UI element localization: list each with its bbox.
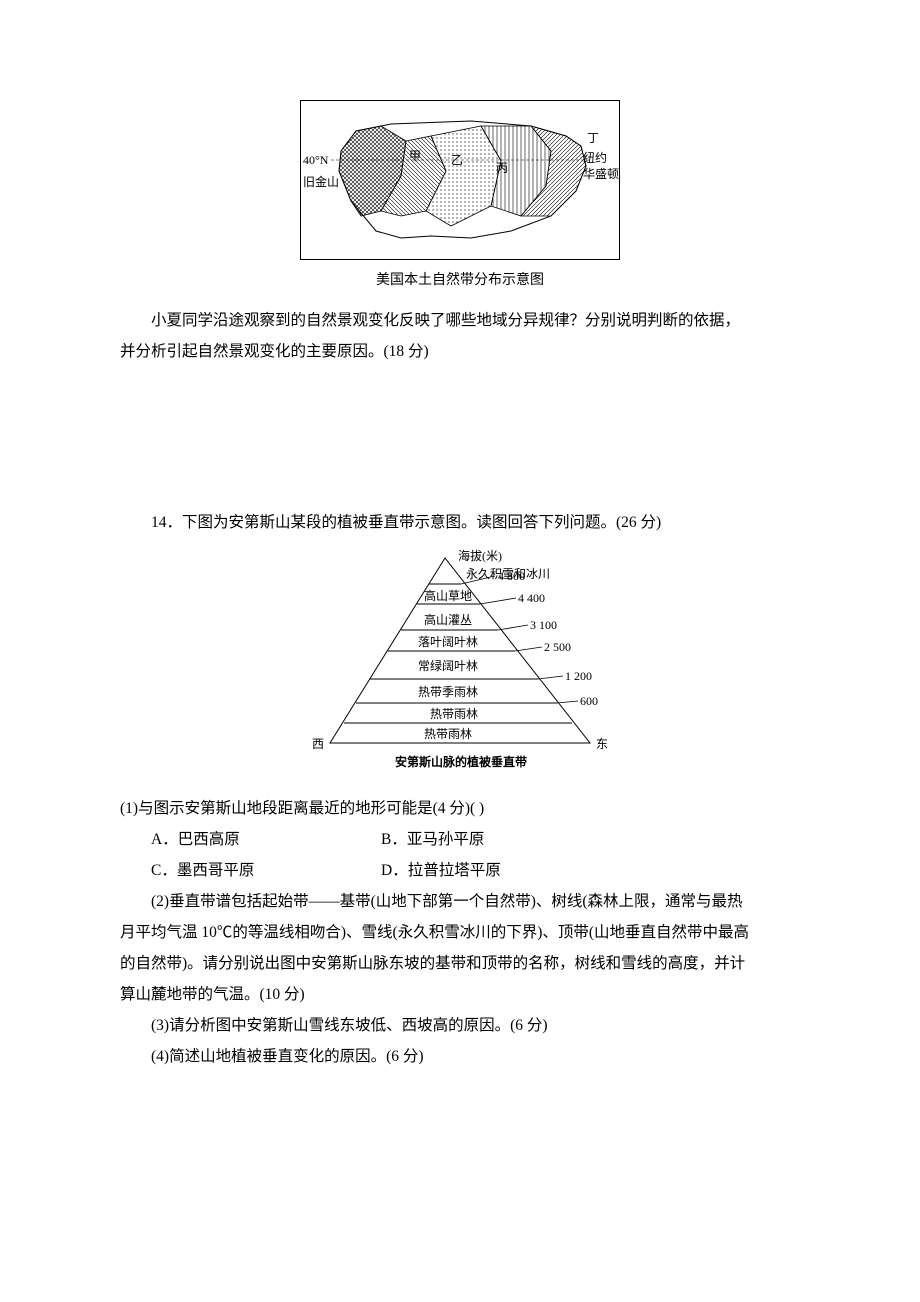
us-map-box: 40°N 旧金山 甲 乙 丙 丁 纽约 华盛顿: [300, 100, 620, 260]
band-6b: 热带雨林: [424, 727, 472, 741]
q14-sub2-l4: 算山麓地带的气温。(10 分): [120, 979, 800, 1010]
us-map-svg: [331, 116, 591, 246]
label-bing: 丙: [496, 159, 508, 176]
pyramid-svg: 海拔(米) 永久积雪和冰川 4 800 高山草地 4 400 高山灌丛 3 10…: [270, 548, 650, 778]
band-1-alt: 4 400: [518, 591, 545, 605]
label-sf: 旧金山: [303, 173, 339, 190]
pyramid-east: 东: [596, 737, 608, 751]
label-ding: 丁: [587, 129, 599, 146]
q14-stem: 14．下图为安第斯山某段的植被垂直带示意图。读图回答下列问题。(26 分): [120, 507, 800, 538]
pyramid-figure: 海拔(米) 永久积雪和冰川 4 800 高山草地 4 400 高山灌丛 3 10…: [120, 548, 800, 783]
q14-sub4: (4)简述山地植被垂直变化的原因。(6 分): [120, 1041, 800, 1072]
band-3-name: 落叶阔叶林: [418, 635, 478, 649]
band-0-alt: 4 800: [498, 569, 525, 583]
band-2-alt: 3 100: [530, 618, 557, 632]
option-c: C．墨西哥平原: [120, 855, 350, 886]
band-5-alt: 600: [580, 694, 598, 708]
option-b: B．亚马孙平原: [350, 824, 800, 855]
q14-sub1: (1)与图示安第斯山地段距离最近的地形可能是(4 分)( ): [120, 793, 800, 824]
band-6a: 热带雨林: [430, 707, 478, 721]
q13-text-line1: 小夏同学沿途观察到的自然景观变化反映了哪些地域分异规律？分别说明判断的依据，: [120, 305, 800, 336]
answer-space: [120, 367, 800, 507]
label-jia: 甲: [409, 147, 421, 164]
options-row-2: C．墨西哥平原 D．拉普拉塔平原: [120, 855, 800, 886]
label-dc: 华盛顿: [583, 165, 619, 182]
q14-sub2-l1: (2)垂直带谱包括起始带——基带(山地下部第一个自然带)、树线(森林上限，通常与…: [120, 886, 800, 917]
label-yi: 乙: [451, 151, 463, 168]
pyramid-west: 西: [312, 737, 324, 751]
q14-sub2-l3: 的自然带)。请分别说出图中安第斯山脉东坡的基带和顶带的名称，树线和雪线的高度，并…: [120, 948, 800, 979]
option-a: A．巴西高原: [120, 824, 350, 855]
band-2-name: 高山灌丛: [424, 612, 472, 627]
band-4-alt: 1 200: [565, 669, 592, 683]
label-ny: 纽约: [583, 149, 607, 166]
q14-sub2-l2: 月平均气温 10℃的等温线相吻合)、雪线(永久积雪冰川的下界)、顶带(山地垂直自…: [120, 917, 800, 948]
band-3-alt: 2 500: [544, 640, 571, 654]
us-map-figure: 40°N 旧金山 甲 乙 丙 丁 纽约 华盛顿 美国本土自然带分布示意图: [120, 100, 800, 289]
options-row-1: A．巴西高原 B．亚马孙平原: [120, 824, 800, 855]
band-5-name: 热带季雨林: [418, 685, 478, 699]
pyramid-top-label: 海拔(米): [458, 548, 502, 563]
band-1-name: 高山草地: [424, 588, 472, 603]
option-d: D．拉普拉塔平原: [350, 855, 800, 886]
q13-text-line2: 并分析引起自然景观变化的主要原因。(18 分): [120, 336, 800, 367]
q14-sub3: (3)请分析图中安第斯山雪线东坡低、西坡高的原因。(6 分): [120, 1010, 800, 1041]
label-40n: 40°N: [303, 153, 328, 168]
figure1-caption: 美国本土自然带分布示意图: [120, 269, 800, 289]
pyramid-caption: 安第斯山脉的植被垂直带: [395, 754, 527, 769]
band-4-name: 常绿阔叶林: [418, 658, 478, 673]
